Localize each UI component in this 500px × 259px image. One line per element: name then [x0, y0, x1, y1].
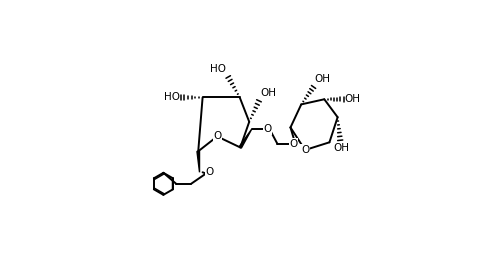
Text: O: O: [213, 131, 222, 141]
Text: O: O: [301, 145, 309, 155]
Text: O: O: [289, 139, 298, 149]
Text: HO: HO: [164, 92, 180, 103]
Text: OH: OH: [260, 88, 276, 98]
Text: OH: OH: [315, 74, 331, 84]
Text: O: O: [205, 167, 214, 177]
Text: OH: OH: [345, 94, 361, 104]
Polygon shape: [197, 151, 200, 172]
Polygon shape: [239, 129, 252, 148]
Text: O: O: [264, 124, 272, 134]
Text: OH: OH: [333, 143, 349, 153]
Text: HO: HO: [210, 64, 226, 74]
